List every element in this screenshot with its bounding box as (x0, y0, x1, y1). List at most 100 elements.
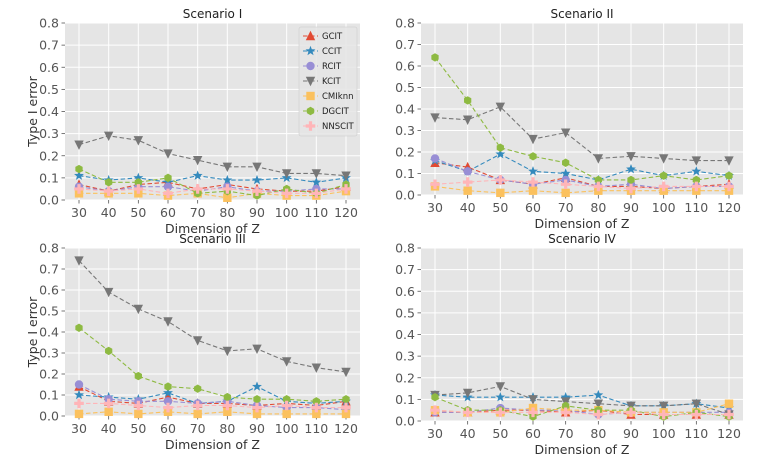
y-tick-label: 0.7 (39, 262, 59, 277)
x-axis-label: Dimension of Z (534, 442, 629, 455)
y-tick-label: 0.1 (39, 170, 59, 185)
data-point (103, 186, 114, 196)
data-point (562, 401, 570, 411)
data-point (192, 336, 203, 346)
chart-panel-4: 0.0 0.1 0.2 0.3 0.4 0.5 0.6 0.7 0.8 30 40 50 60 70 80 9… (395, 232, 743, 457)
x-tick-label: 120 (717, 200, 741, 215)
x-tick-label: 80 (590, 426, 606, 441)
data-point (495, 102, 506, 113)
y-tick-label: 0.5 (39, 304, 59, 319)
series-line (78, 188, 347, 194)
data-point (495, 175, 506, 185)
data-point (164, 382, 172, 391)
x-tick-label: 80 (219, 205, 235, 220)
data-point (74, 409, 84, 419)
data-point (593, 389, 604, 400)
x-tick-label: 90 (249, 205, 265, 220)
data-point (593, 154, 604, 164)
legend: GCIT CCIT RCIT KCIT CMIknn DGCIT NNSCIT (298, 26, 358, 137)
series-line (79, 190, 347, 199)
data-point (222, 174, 233, 185)
data-point (463, 167, 472, 176)
y-tick-label: 0.1 (395, 166, 415, 181)
x-tick-label: 90 (623, 200, 639, 215)
data-point (462, 407, 473, 418)
data-point (593, 399, 604, 409)
y-tick-label: 0.8 (39, 241, 59, 256)
series-line (78, 135, 347, 177)
data-point (252, 162, 262, 173)
x-tick-label: 120 (717, 426, 741, 441)
data-point (724, 399, 734, 408)
data-point (252, 381, 262, 391)
y-tick-label: 0.1 (395, 392, 415, 407)
y-tick-label: 0.0 (395, 414, 415, 429)
data-point (561, 188, 570, 198)
data-point (312, 409, 321, 419)
series-line (78, 384, 347, 411)
data-point (529, 152, 537, 161)
data-point (691, 409, 702, 420)
data-point (342, 395, 350, 404)
series-line (78, 175, 347, 183)
series-nnscit (430, 175, 734, 194)
x-tick-label: 30 (71, 421, 87, 436)
x-tick-label: 90 (623, 426, 639, 441)
data-point (463, 186, 472, 195)
y-tick-label: 0.8 (395, 16, 415, 31)
series-kcit (74, 256, 351, 378)
data-point (281, 357, 292, 367)
data-point (163, 387, 173, 398)
data-point (103, 131, 114, 142)
y-axis-label: Type I error (25, 75, 40, 147)
data-point (281, 188, 292, 199)
x-tick-label: 100 (275, 421, 299, 436)
series-line (434, 179, 729, 190)
x-tick-label: 70 (190, 421, 206, 436)
y-axis-label: Type I error (25, 296, 40, 368)
data-point (252, 344, 262, 354)
chart-title: Scenario II (550, 7, 613, 21)
data-point (192, 400, 203, 411)
legend-marker (306, 106, 315, 116)
legend-label: CMIknn (322, 92, 353, 102)
data-point (495, 407, 506, 418)
y-tick-label: 0.5 (39, 82, 59, 97)
data-point (495, 148, 506, 159)
x-tick-label: 30 (427, 200, 443, 215)
data-point (311, 169, 322, 179)
data-point (430, 179, 440, 190)
data-point (222, 400, 233, 411)
x-tick-label: 50 (130, 421, 146, 436)
data-point (133, 304, 144, 315)
data-point (528, 134, 538, 145)
x-axis-label: Dimension of Z (165, 221, 260, 236)
data-point (560, 168, 571, 178)
data-point (104, 407, 113, 416)
data-point (462, 115, 473, 125)
series-line (78, 260, 347, 373)
x-tick-label: 80 (219, 421, 235, 436)
x-tick-label: 100 (275, 205, 299, 220)
series-line (434, 396, 730, 418)
chart-title: Scenario I (183, 7, 243, 21)
data-point (560, 128, 571, 138)
y-tick-label: 0.1 (39, 388, 59, 403)
series-line (78, 181, 347, 192)
y-tick-label: 0.6 (395, 284, 415, 299)
y-tick-label: 0.2 (39, 367, 59, 382)
legend-marker (305, 76, 316, 87)
data-point (194, 384, 202, 393)
data-point (658, 409, 669, 420)
data-point (74, 184, 84, 194)
series-line (434, 162, 730, 190)
x-tick-label: 90 (249, 421, 265, 436)
data-point (692, 175, 700, 185)
data-point (74, 398, 84, 409)
data-point (134, 178, 142, 187)
x-tick-label: 100 (652, 200, 676, 215)
data-point (133, 136, 144, 146)
data-point (528, 177, 538, 187)
y-tick-label: 0.4 (395, 102, 415, 117)
